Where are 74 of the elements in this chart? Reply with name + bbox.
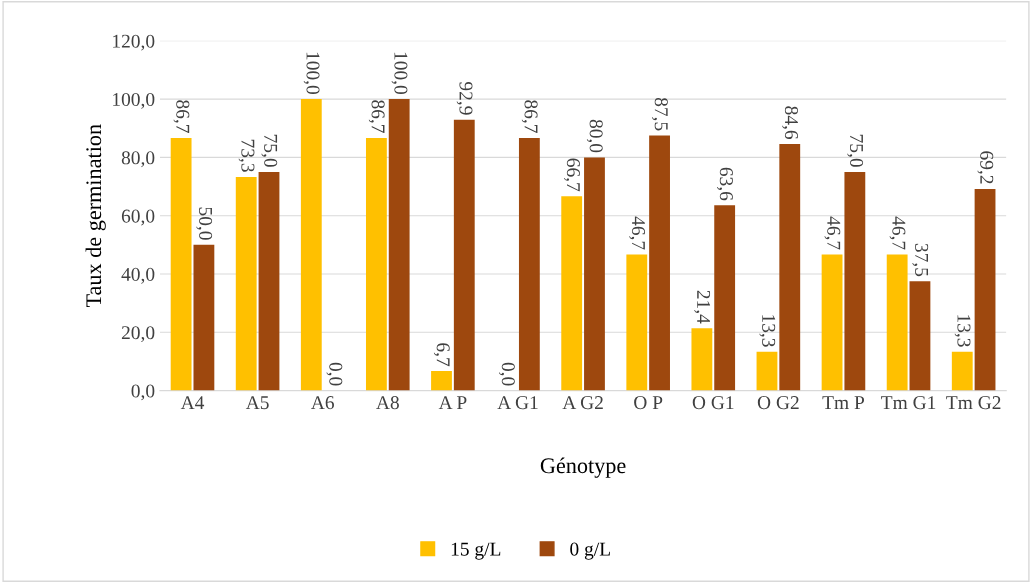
bar xyxy=(886,254,908,391)
x-tick-label: A P xyxy=(438,396,467,409)
data-label: 0,0 xyxy=(498,362,515,386)
data-label: 75,0 xyxy=(847,134,864,167)
x-axis-title: Génotype xyxy=(540,457,626,478)
data-label: 86,7 xyxy=(521,100,538,133)
x-tick-label: A4 xyxy=(180,396,205,409)
x-tick-label: A G2 xyxy=(562,396,603,410)
bar xyxy=(779,144,801,391)
data-label: 63,6 xyxy=(717,167,733,201)
bar xyxy=(170,137,192,391)
data-label: 75,0 xyxy=(261,134,278,167)
bar xyxy=(714,205,736,391)
y-tick-label: 40,0 xyxy=(121,267,155,284)
x-tick-label: A5 xyxy=(245,396,269,410)
bar xyxy=(626,254,648,391)
bar xyxy=(649,135,670,391)
y-axis-title: Taux de germination xyxy=(85,124,106,308)
bar xyxy=(431,371,452,391)
x-tick-label: A8 xyxy=(376,396,399,410)
data-label: 46,7 xyxy=(824,216,841,250)
bar xyxy=(756,351,778,391)
bar xyxy=(388,99,410,391)
data-label: 46,7 xyxy=(889,216,906,250)
x-tick-label: O G2 xyxy=(757,396,799,410)
y-tick-label: 20,0 xyxy=(121,326,155,343)
bar xyxy=(584,157,605,391)
x-tick-label: A G1 xyxy=(497,396,538,410)
y-tick-label: 120,0 xyxy=(113,34,155,51)
bar xyxy=(974,188,996,391)
data-label: 86,7 xyxy=(173,100,190,133)
bar xyxy=(909,281,931,391)
data-label: 21,4 xyxy=(694,290,711,324)
bar xyxy=(300,99,322,391)
bar xyxy=(844,171,866,391)
data-label: 46,7 xyxy=(629,216,645,250)
x-tick-label: Tm G1 xyxy=(881,396,936,410)
x-tick-label: Tm G2 xyxy=(946,396,1001,410)
data-label: 92,9 xyxy=(456,82,473,115)
data-label: 84,6 xyxy=(782,106,799,140)
bar xyxy=(691,328,713,391)
bar xyxy=(561,196,583,391)
y-tick-label: 60,0 xyxy=(121,209,155,226)
bar xyxy=(365,137,387,391)
data-label: 100,0 xyxy=(303,52,320,94)
data-label: 73,3 xyxy=(238,139,255,172)
data-label: 69,2 xyxy=(977,151,994,184)
bar xyxy=(453,119,475,391)
y-tick-label: 80,0 xyxy=(121,151,155,168)
bar xyxy=(193,244,215,391)
x-tick-label: A6 xyxy=(311,396,334,410)
bar xyxy=(258,171,280,391)
data-label: 13,3 xyxy=(954,315,971,347)
legend-label: 0 g/L xyxy=(570,542,610,560)
data-label: 80,0 xyxy=(586,119,603,153)
data-label: 87,5 xyxy=(651,97,668,131)
bar xyxy=(951,351,973,391)
data-label: 37,5 xyxy=(912,243,929,277)
data-label: 13,3 xyxy=(759,315,776,347)
x-tick-label: Tm P xyxy=(822,396,865,409)
data-label: 86,7 xyxy=(368,100,385,133)
data-label: 0,0 xyxy=(326,362,343,386)
bar xyxy=(518,137,540,391)
y-tick-label: 100,0 xyxy=(113,92,155,109)
data-label: 6,7 xyxy=(433,343,450,367)
bar xyxy=(821,254,843,391)
legend-label: 15 g/L xyxy=(451,542,501,560)
bar xyxy=(235,176,257,391)
data-label: 66,7 xyxy=(564,158,580,192)
x-tick-label: O P xyxy=(634,396,663,410)
x-tick-label: O G1 xyxy=(692,396,734,410)
data-label: 50,0 xyxy=(196,207,213,240)
data-label: 100,0 xyxy=(391,52,408,94)
y-tick-label: 0,0 xyxy=(131,384,155,401)
